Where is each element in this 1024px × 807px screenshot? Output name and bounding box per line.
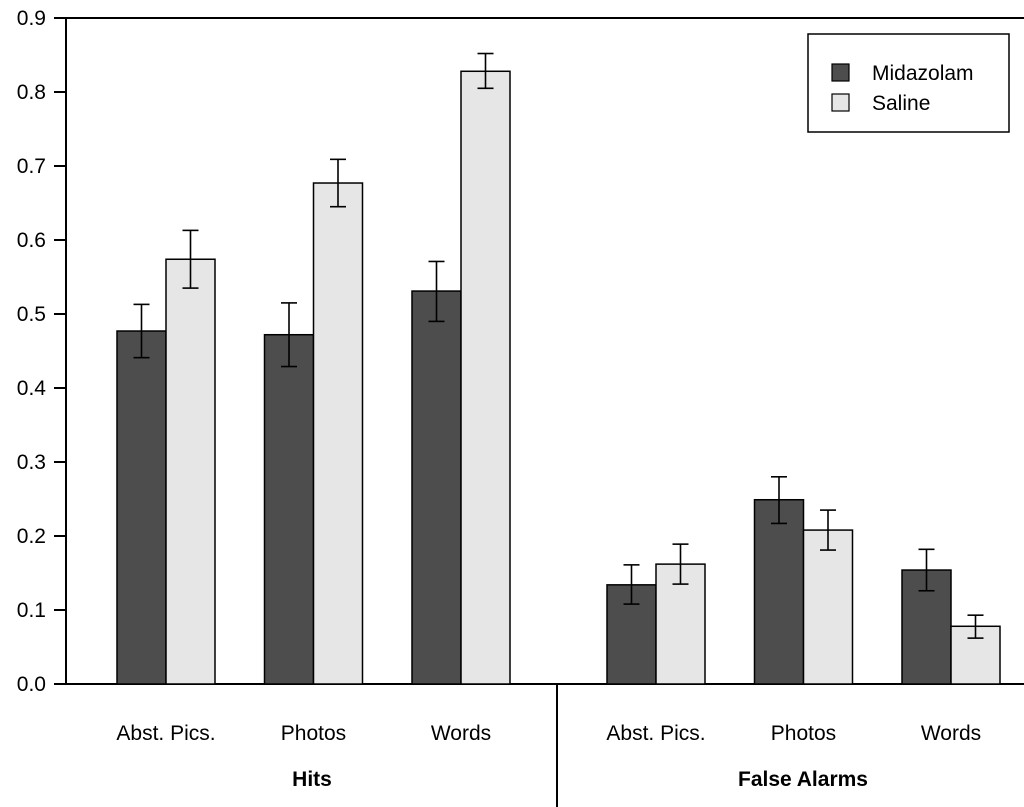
category-label: Words	[431, 722, 491, 745]
legend-label-midazolam: Midazolam	[872, 62, 974, 85]
bar-saline-hits-2	[460, 70, 511, 685]
category-label: Photos	[281, 722, 346, 745]
bar-saline-hits-1	[312, 182, 364, 685]
bar-saline-hits-0	[165, 258, 216, 685]
axes	[65, 17, 1024, 807]
category-label: Words	[921, 722, 981, 745]
bar-saline-false-alarms-1	[802, 529, 854, 685]
bars	[116, 70, 1001, 685]
y-tick-label: 0.4	[17, 377, 47, 400]
y-tick-label: 0.6	[17, 229, 46, 252]
bar-midazolam-hits-0	[116, 330, 167, 685]
y-tick-label: 0.2	[17, 525, 46, 548]
category-label: Abst. Pics.	[116, 722, 215, 745]
y-tick-label: 0.7	[17, 155, 46, 178]
y-tick-label: 0.9	[17, 7, 46, 30]
y-ticks: 0.0 0.1 0.2 0.3 0.4 0.5 0.6 0.7 0.8 0.9	[17, 7, 66, 696]
bar-midazolam-hits-1	[263, 333, 315, 685]
legend-label-saline: Saline	[872, 92, 930, 115]
category-label: Photos	[771, 722, 836, 745]
y-tick-label: 0.8	[17, 81, 46, 104]
group-label-false-alarms: False Alarms	[738, 768, 868, 791]
legend-swatch-saline	[831, 93, 850, 112]
category-labels: Abst. Pics. Photos Words Abst. Pics. Photos W…	[116, 722, 981, 745]
legend-swatch-midazolam	[831, 63, 850, 82]
group-label-hits: Hits	[292, 768, 332, 791]
y-tick-label: 0.3	[17, 451, 46, 474]
category-label: Abst. Pics.	[606, 722, 705, 745]
legend-box	[807, 33, 1010, 133]
group-labels: Hits False Alarms	[292, 768, 868, 791]
bar-midazolam-false-alarms-1	[753, 498, 805, 685]
y-tick-label: 0.0	[17, 673, 46, 696]
y-tick-label: 0.1	[17, 599, 46, 622]
legend: Midazolam Saline	[807, 33, 1010, 133]
error-bars	[133, 52, 984, 639]
y-tick-label: 0.5	[17, 303, 46, 326]
bar-midazolam-hits-2	[411, 290, 462, 685]
